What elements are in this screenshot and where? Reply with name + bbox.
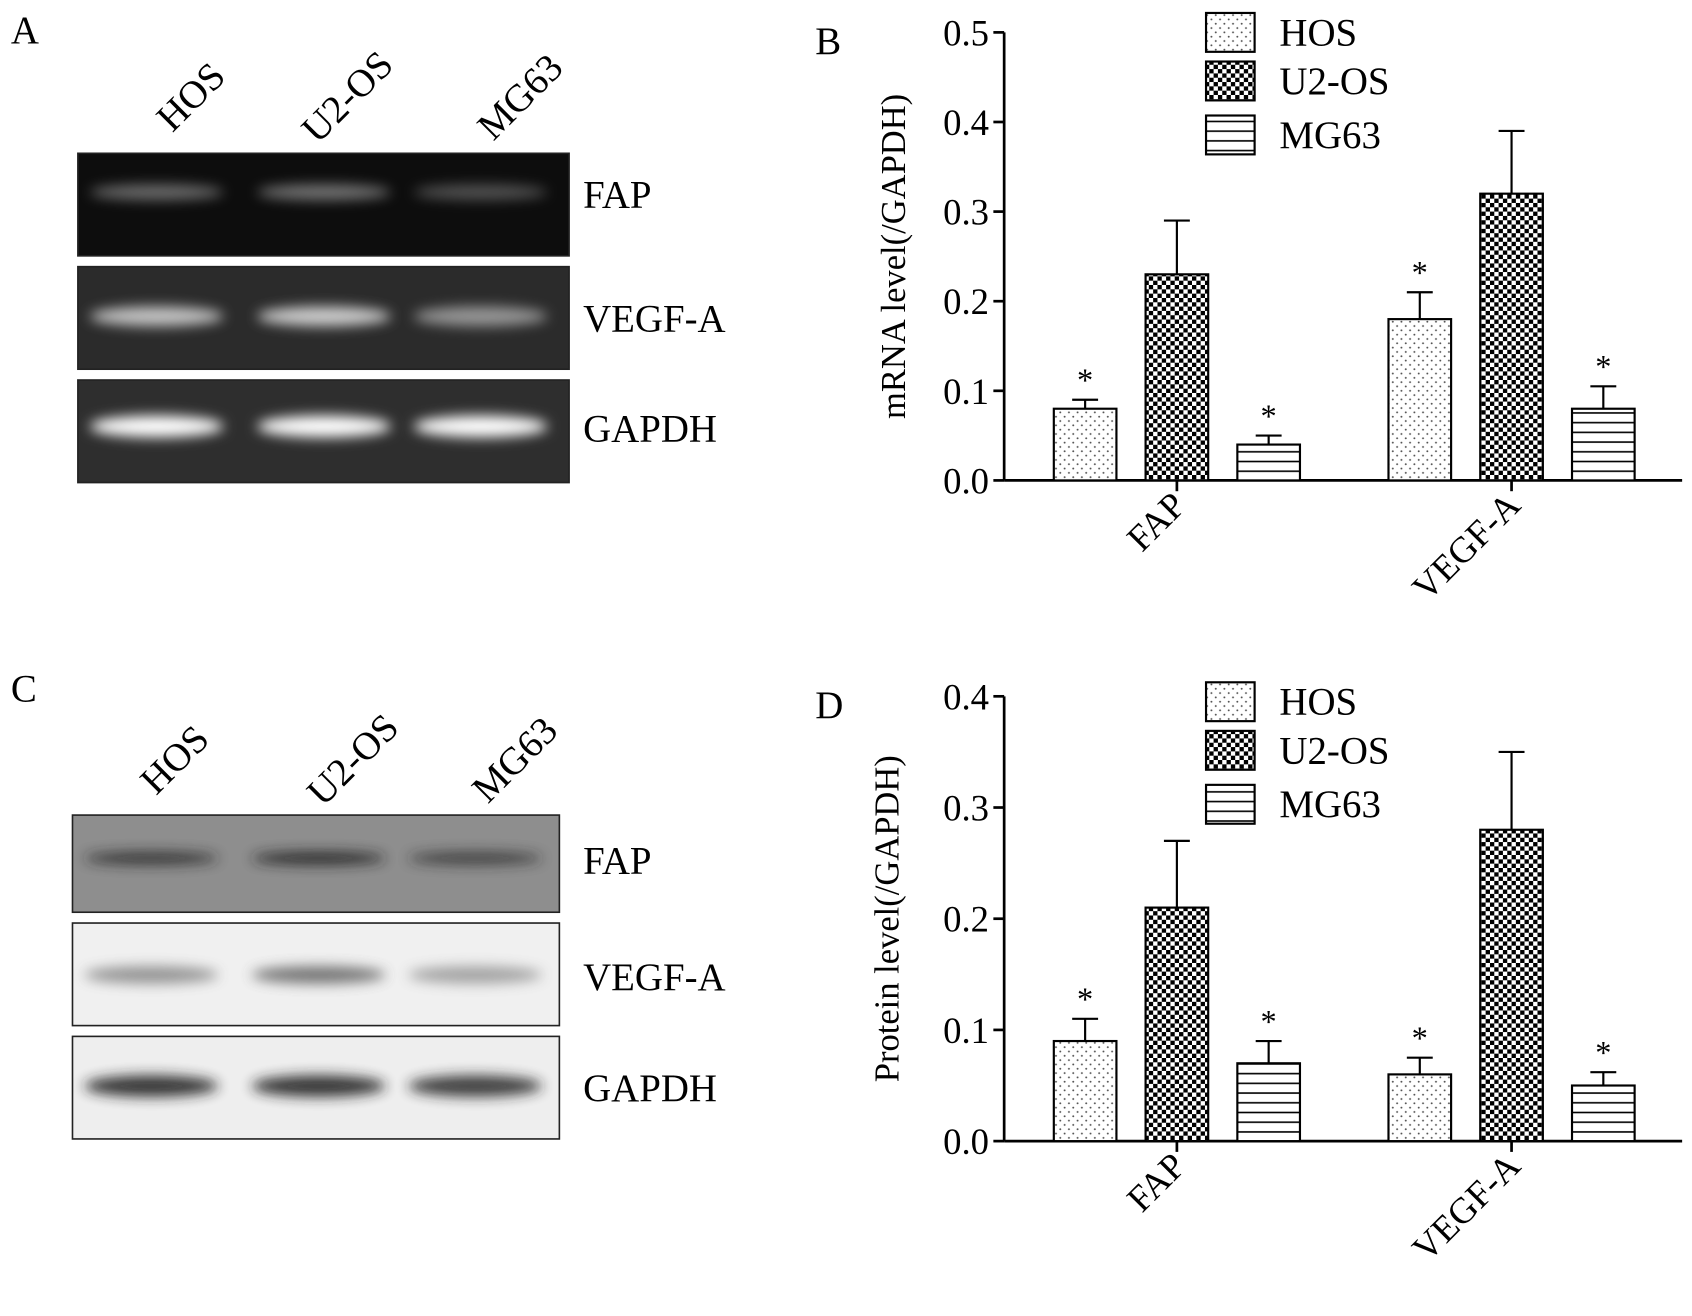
y-axis-label: Protein level(/GAPDH) (868, 755, 906, 1082)
bar (1236, 443, 1302, 482)
bar (1052, 1039, 1118, 1143)
significance-label: * (1595, 1036, 1611, 1072)
significance-label: * (1412, 1021, 1428, 1057)
gel-band (257, 415, 391, 438)
y-tick-label: 0.3 (943, 787, 989, 828)
significance-label: * (1077, 363, 1093, 399)
legend-label: HOS (1279, 11, 1357, 54)
gel-band (413, 306, 548, 327)
panel-label: C (11, 668, 37, 711)
legend-label: MG63 (1279, 114, 1380, 157)
y-tick-label: 0.1 (943, 1010, 989, 1051)
band-label: VEGF-A (583, 956, 725, 999)
bar (1479, 828, 1544, 1143)
y-tick-label: 0.1 (943, 371, 989, 412)
bar (1236, 1062, 1302, 1143)
gel-band (413, 415, 548, 438)
legend-swatch (1204, 729, 1256, 771)
y-axis-label: mRNA level(/GAPDH) (875, 94, 913, 419)
gel-band (251, 966, 386, 984)
x-tick-label: VEGF-A (1404, 1144, 1528, 1268)
x-tick-label: FAP (1119, 484, 1194, 559)
bar (1144, 273, 1210, 482)
gel-box (77, 152, 570, 257)
significance-label: * (1412, 256, 1428, 292)
panel-label: D (815, 684, 843, 727)
lane-label: HOS (148, 54, 233, 139)
y-tick-label: 0.0 (943, 1121, 989, 1162)
gel-band (251, 851, 386, 865)
gel-band (84, 966, 219, 984)
band-label: VEGF-A (583, 297, 725, 340)
significance-label: * (1261, 1004, 1277, 1040)
lane-label: HOS (132, 717, 217, 802)
lane-label: MG63 (469, 46, 571, 148)
bar (1052, 407, 1118, 482)
gel-band (251, 1075, 386, 1097)
y-tick-label: 0.0 (943, 460, 989, 501)
band-label: GAPDH (583, 408, 717, 451)
gel-band (89, 306, 224, 327)
legend-label: U2-OS (1279, 60, 1389, 103)
y-tick-label: 0.2 (943, 281, 989, 322)
lane-label: MG63 (464, 709, 566, 811)
legend-swatch (1204, 681, 1256, 723)
gel-band (84, 1075, 219, 1097)
gel-band (413, 184, 548, 200)
y-tick-label: 0.5 (943, 12, 989, 53)
gel-band (89, 415, 224, 438)
legend-swatch (1204, 60, 1256, 102)
significance-label: * (1595, 350, 1611, 386)
legend-label: U2-OS (1279, 729, 1389, 772)
significance-label: * (1077, 982, 1093, 1018)
legend-swatch (1204, 114, 1256, 156)
lane-label: U2-OS (299, 706, 407, 814)
y-tick-label: 0.4 (943, 102, 989, 143)
bar (1387, 1073, 1453, 1143)
legend-label: MG63 (1279, 783, 1380, 826)
gel-band (408, 966, 543, 984)
y-tick-label: 0.2 (943, 899, 989, 940)
gel-band (408, 851, 543, 865)
band-label: FAP (583, 173, 651, 216)
band-label: FAP (583, 839, 651, 882)
x-tick-label: FAP (1119, 1145, 1194, 1220)
bar (1479, 192, 1544, 482)
lane-label: U2-OS (293, 43, 401, 151)
y-tick-label: 0.4 (943, 676, 989, 717)
panel-label: B (815, 20, 841, 63)
significance-label: * (1261, 399, 1277, 435)
x-tick-label: VEGF-A (1404, 484, 1528, 608)
panel-label: A (11, 9, 39, 52)
y-tick-label: 0.3 (943, 192, 989, 233)
bar (1387, 318, 1453, 482)
gel-band (257, 184, 391, 200)
legend-swatch (1204, 11, 1256, 53)
legend-swatch (1204, 783, 1256, 825)
gel-band (89, 184, 224, 200)
bar (1570, 1084, 1636, 1143)
legend-label: HOS (1279, 681, 1357, 724)
bar (1570, 407, 1636, 482)
gel-band (408, 1075, 543, 1097)
gel-band (84, 851, 219, 865)
gel-band (257, 306, 391, 327)
bar (1144, 906, 1210, 1143)
band-label: GAPDH (583, 1067, 717, 1110)
